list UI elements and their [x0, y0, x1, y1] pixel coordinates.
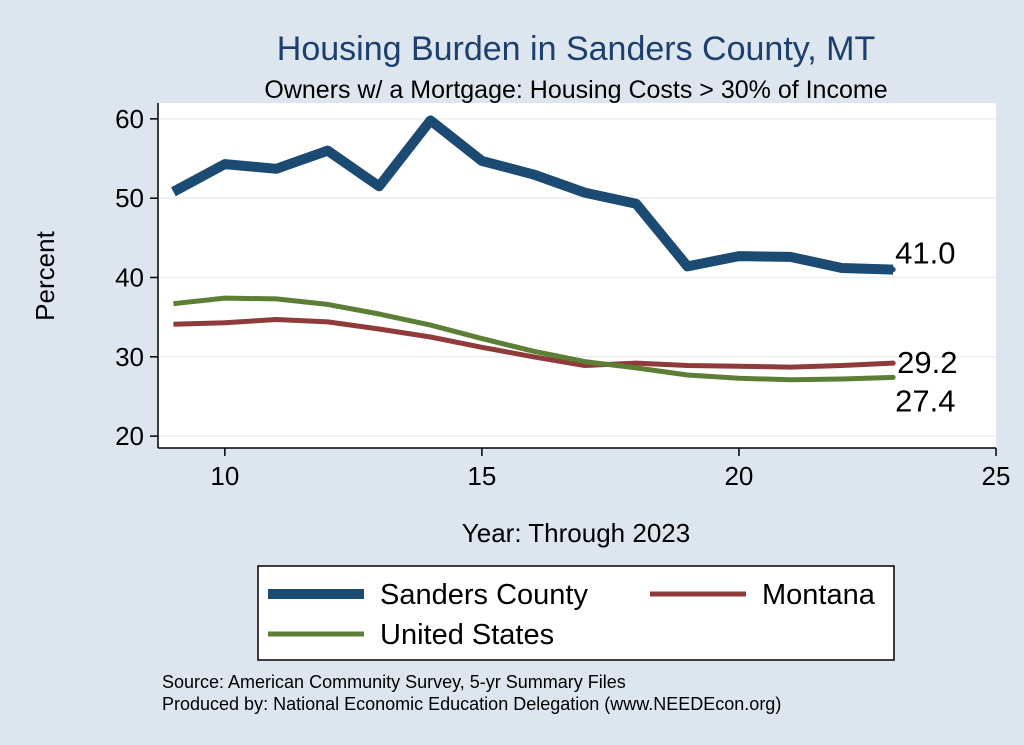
x-tick-label: 10: [210, 461, 239, 491]
end-label-sanders-county: 41.0: [895, 236, 955, 271]
x-axis-ticks: 10 15 20 25: [210, 448, 1010, 491]
y-axis-ticks: 20 30 40 50 60: [115, 104, 158, 451]
endpoint-marker-united-states: [890, 374, 896, 380]
legend: [257, 565, 895, 661]
x-tick-label: 25: [982, 461, 1011, 491]
x-tick-label: 15: [467, 461, 496, 491]
series-line-montana: [173, 317, 894, 370]
endpoint-marker-sanders-county: [890, 267, 896, 273]
legend-items: Sanders County Montana United States: [268, 579, 876, 651]
y-tick-label: 30: [115, 342, 144, 372]
x-tick-label: 20: [724, 461, 753, 491]
legend-label-united-states: United States: [380, 619, 554, 651]
produced-by-note: Produced by: National Economic Education…: [162, 694, 781, 714]
chart-subtitle: Owners w/ a Mortgage: Housing Costs > 30…: [264, 76, 887, 104]
series-line-united-states: [173, 295, 894, 383]
y-tick-label: 40: [115, 262, 144, 292]
plot-background: [158, 103, 996, 448]
series-lines: [171, 115, 896, 383]
endpoint-marker-montana: [890, 360, 896, 366]
series-line-sanders-county: [171, 115, 894, 275]
end-label-montana: 29.2: [897, 345, 957, 380]
y-axis-label: Percent: [30, 230, 60, 320]
axes: [157, 103, 996, 449]
y-tick-label: 50: [115, 183, 144, 213]
x-axis-label: Year: Through 2023: [462, 518, 690, 548]
legend-label-montana: Montana: [762, 579, 876, 611]
y-tick-label: 60: [115, 104, 144, 134]
source-note: Source: American Community Survey, 5-yr …: [162, 672, 626, 692]
y-tick-label: 20: [115, 421, 144, 451]
chart-title: Housing Burden in Sanders County, MT: [277, 30, 875, 68]
gridlines: [158, 118, 996, 437]
end-label-united-states: 27.4: [895, 383, 955, 418]
legend-label-sanders-county: Sanders County: [380, 579, 588, 611]
end-labels: 41.0 29.227.4: [895, 236, 957, 419]
